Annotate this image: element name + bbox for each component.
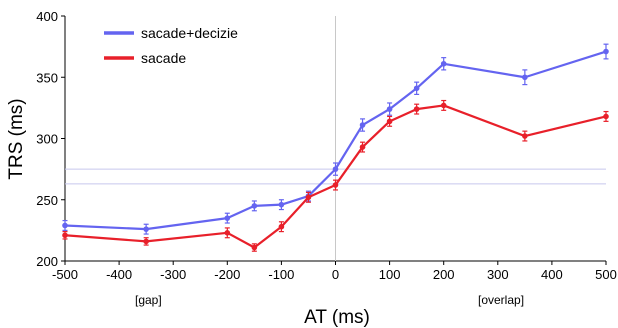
data-point	[251, 244, 258, 251]
x-tick-label: 100	[379, 267, 401, 282]
x-tick-label: -400	[106, 267, 132, 282]
overlap-annotation: [overlap]	[478, 293, 524, 307]
x-tick-label: -300	[160, 267, 186, 282]
y-axis-ticks: 200 250 300 350 400	[36, 9, 65, 269]
series-layer	[62, 43, 609, 252]
data-point	[251, 203, 258, 209]
data-point	[522, 133, 528, 139]
data-point	[386, 106, 393, 112]
data-point	[386, 118, 393, 125]
data-point	[359, 144, 366, 150]
x-tick-label: 0	[332, 267, 339, 282]
data-point	[224, 230, 231, 236]
y-axis-label: TRS (ms)	[6, 98, 27, 179]
data-point	[305, 194, 312, 201]
y-tick-label: 200	[36, 254, 58, 269]
y-tick-label: 400	[36, 9, 58, 24]
data-point	[143, 226, 149, 232]
data-point	[603, 48, 609, 55]
data-point	[603, 113, 609, 120]
data-point	[62, 232, 68, 239]
series-1	[62, 43, 609, 235]
data-point	[224, 215, 231, 221]
gap-annotation: [gap]	[135, 293, 162, 307]
x-tick-label: -200	[214, 267, 240, 282]
data-point	[332, 182, 339, 188]
x-tick-label: 500	[595, 267, 617, 282]
legend-label: sacade	[141, 50, 186, 66]
y-tick-label: 350	[36, 70, 58, 85]
data-point	[62, 222, 68, 229]
legend: sacade+decizie sacade	[104, 25, 238, 66]
data-point	[440, 102, 447, 109]
legend-label: sacade+decizie	[141, 25, 238, 41]
data-point	[413, 85, 420, 92]
data-point	[278, 223, 285, 230]
x-tick-label: 200	[433, 267, 455, 282]
data-point	[143, 238, 149, 245]
x-axis-label: AT (ms)	[304, 307, 370, 328]
data-point	[522, 74, 528, 81]
data-point	[278, 201, 285, 208]
series-2	[62, 99, 609, 252]
y-tick-label: 250	[36, 193, 58, 208]
data-point	[440, 60, 447, 67]
data-point	[413, 106, 420, 112]
x-tick-label: -500	[52, 267, 78, 282]
x-tick-label: 400	[541, 267, 563, 282]
data-point	[359, 122, 366, 128]
data-point	[332, 166, 339, 172]
y-tick-label: 300	[36, 132, 58, 147]
x-axis-ticks: -500 -400 -300 -200 -100 0 100 200 300 400 500	[52, 261, 617, 282]
x-tick-label: 300	[487, 267, 509, 282]
x-tick-label: -100	[268, 267, 294, 282]
